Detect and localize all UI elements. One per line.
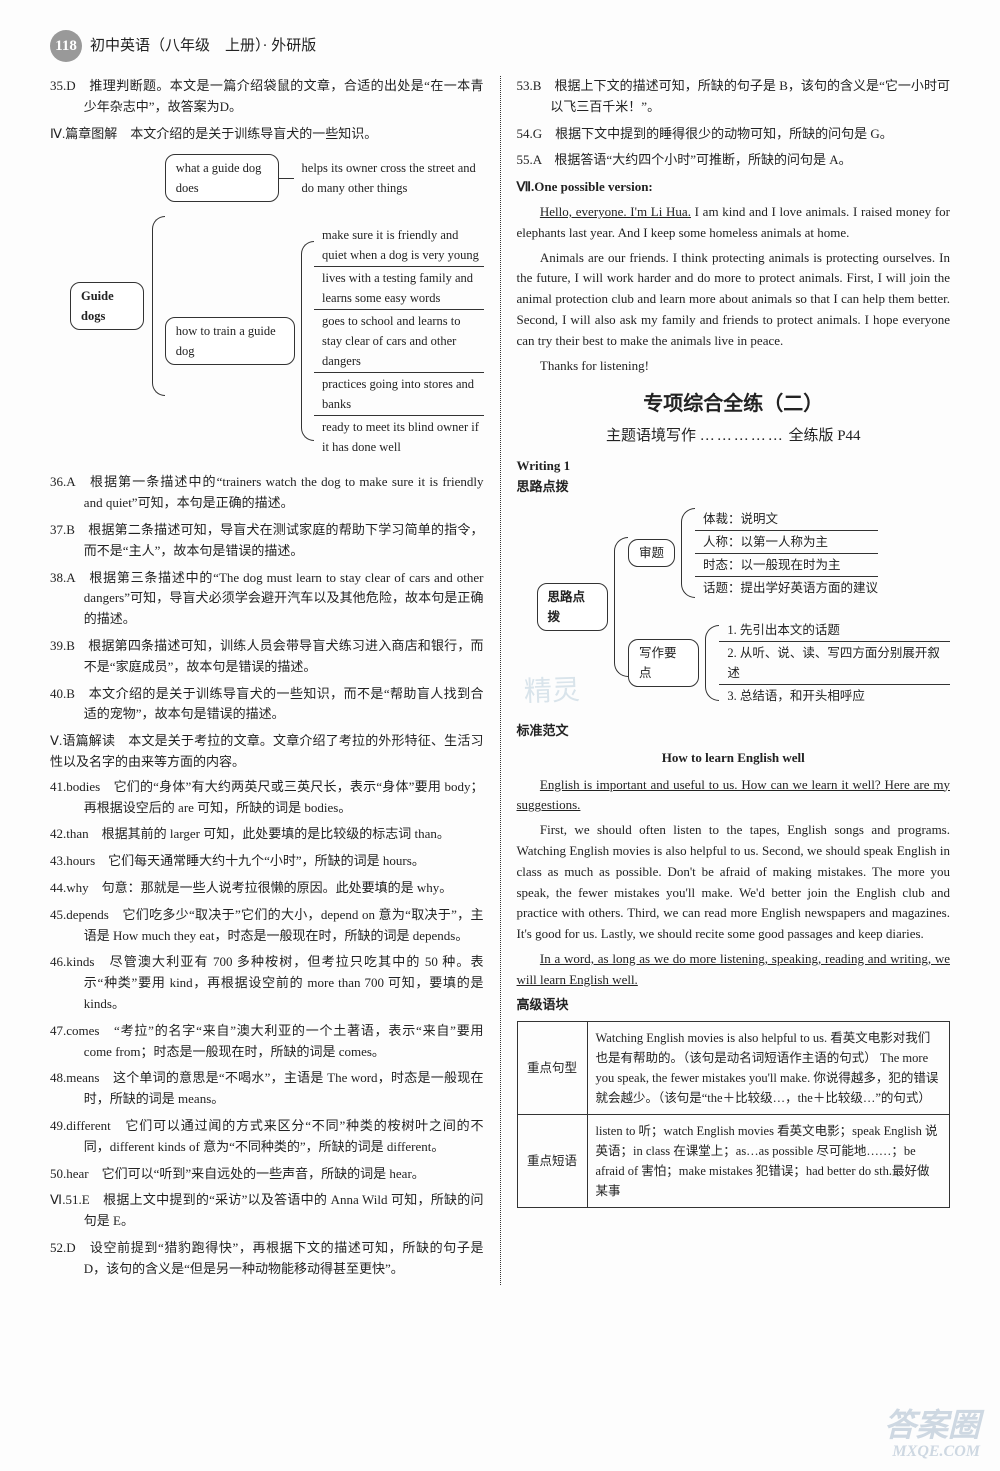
section-subtitle: 主题语境写作 …………… 全练版 P44 — [517, 424, 951, 448]
page-number: 118 — [50, 30, 82, 62]
dots-leader: …………… — [700, 424, 785, 448]
answer-40: 40.B 本文介绍的是关于训练导盲犬的一些知识，而不是“帮助盲人找到合适的宠物”… — [50, 684, 484, 726]
two-column-layout: 35.D 推理判断题。本文是一篇介绍袋鼠的文章，合适的出处是“在一本青少年杂志中… — [50, 76, 950, 1285]
answer-50: 50.hear 它们可以“听到”来自远处的一些声音，所缺的词是 hear。 — [50, 1164, 484, 1185]
page-header: 118 初中英语（八年级 上册）· 外研版 — [50, 30, 950, 62]
answer-36: 36.A 根据第一条描述中的“trainers watch the dog to… — [50, 472, 484, 514]
mindmap-b1l3: 时态：以一般现在时为主 — [695, 553, 878, 576]
mindmap-b1: 审题 — [628, 539, 675, 567]
answer-38: 38.A 根据第三条描述中的“The dog must learn to sta… — [50, 568, 484, 630]
watermark-brand: 答案圈 — [884, 1408, 980, 1443]
table-row: 重点短语 listen to 听；watch English movies 看英… — [517, 1115, 950, 1208]
answer-45: 45.depends 它们吃多少“取决于”它们的大小，depend on 意为“… — [50, 905, 484, 947]
leaf-ready: ready to meet its blind owner if it has … — [314, 415, 484, 458]
cell-r1-content: Watching English movies is also helpful … — [587, 1022, 950, 1115]
answer-52: 52.D 设空前提到“猎豹跑得快”，再根据下文的描述可知，所缺的句子是 D，该句… — [50, 1238, 484, 1280]
writing1-heading: Writing 1 — [517, 456, 951, 477]
diagram-root: Guide dogs — [70, 282, 144, 330]
essay2-title: How to learn English well — [517, 748, 951, 769]
mindmap-b2l1: 1. 先引出本文的话题 — [719, 619, 950, 641]
answer-48: 48.means 这个单词的意思是“不喝水”，主语是 The word，时态是一… — [50, 1068, 484, 1110]
branch-train: how to train a guide dog — [165, 317, 296, 365]
answer-44: 44.why 句意：那就是一些人说考拉很懒的原因。此处要填的是 why。 — [50, 878, 484, 899]
leaf-helps: helps its owner cross the street and do … — [294, 157, 484, 199]
writing-mindmap: 思路点拨 审题 体裁：说明文 人称：以第一人称为主 时态：以一般现在时为主 话题… — [537, 504, 951, 711]
table-row: 重点句型 Watching English movies is also hel… — [517, 1022, 950, 1115]
essay1-p2: Animals are our friends. I think protect… — [517, 248, 951, 352]
branch-what: what a guide dog does — [165, 154, 279, 202]
mindmap-b1l4: 话题：提出学好英语方面的建议 — [695, 576, 878, 599]
cell-r2-label: 重点短语 — [517, 1115, 587, 1208]
answer-41: 41.bodies 它们的“身体”有大约两英尺或三英尺长，表示“身体”要用 bo… — [50, 777, 484, 819]
answer-49: 49.different 它们可以通过闻的方式来区分“不同”种类的桉树叶之间的不… — [50, 1116, 484, 1158]
section-7-label: Ⅶ.One possible version: — [517, 177, 951, 198]
mindmap-b1l1: 体裁：说明文 — [695, 508, 878, 530]
mindmap-root: 思路点拨 — [537, 583, 609, 631]
answer-51: Ⅵ.51.E 根据上文中提到的“采访”以及答语中的 Anna Wild 可知，所… — [50, 1190, 484, 1232]
answer-53: 53.B 根据上下文的描述可知，所缺的句子是 B，该句的含义是“它一小时可以飞三… — [517, 76, 951, 118]
phrase-table: 重点句型 Watching English movies is also hel… — [517, 1021, 951, 1208]
cell-r2-content: listen to 听；watch English movies 看英文电影；s… — [587, 1115, 950, 1208]
answer-46: 46.kinds 尽管澳大利亚有 700 多种桉树，但考拉只吃其中的 50 种。… — [50, 952, 484, 1014]
leaf-school: goes to school and learns to stay clear … — [314, 309, 484, 372]
answer-43: 43.hours 它们每天通常睡大约十九个“小时”，所缺的词是 hours。 — [50, 851, 484, 872]
essay1-opening: Hello, everyone. I'm Li Hua. — [540, 204, 691, 219]
subtitle-text: 主题语境写作 — [606, 428, 696, 444]
answer-35: 35.D 推理判断题。本文是一篇介绍袋鼠的文章，合适的出处是“在一本青少年杂志中… — [50, 76, 484, 118]
essay2-p3: In a word, as long as we do more listeni… — [517, 949, 951, 991]
mindmap-b2l3: 3. 总结语，和开头相呼应 — [719, 684, 950, 707]
left-column: 35.D 推理判断题。本文是一篇介绍袋鼠的文章，合适的出处是“在一本青少年杂志中… — [50, 76, 484, 1285]
leaf-friendly: make sure it is friendly and quiet when … — [314, 224, 484, 266]
essay2-p1: English is important and useful to us. H… — [517, 777, 951, 813]
answer-54: 54.G 根据下文中提到的睡得很少的动物可知，所缺的问句是 G。 — [517, 124, 951, 145]
watermark-bottom: 答案圈 MXQE.COM — [884, 1408, 980, 1461]
page-title: 初中英语（八年级 上册）· 外研版 — [90, 34, 316, 58]
answer-55: 55.A 根据答语“大约四个小时”可推断，所缺的问句是 A。 — [517, 150, 951, 171]
gaoji-heading: 高级语块 — [517, 995, 951, 1016]
biaozhun-heading: 标准范文 — [517, 721, 951, 742]
answer-37: 37.B 根据第二条描述可知，导盲犬在测试家庭的帮助下学习简单的指令，而不是“主… — [50, 520, 484, 562]
cell-r1-label: 重点句型 — [517, 1022, 587, 1115]
answer-42: 42.than 根据其前的 larger 可知，此处要填的是比较级的标志词 th… — [50, 824, 484, 845]
essay2-p2: First, we should often listen to the tap… — [517, 820, 951, 945]
essay-1: Hello, everyone. I'm Li Hua. I am kind a… — [517, 202, 951, 376]
section-title-big: 专项综合全练（二） — [517, 388, 951, 420]
mindmap-b1l2: 人称：以第一人称为主 — [695, 530, 878, 553]
leaf-testing: lives with a testing family and learns s… — [314, 266, 484, 309]
watermark-url: MXQE.COM — [884, 1443, 980, 1461]
essay1-p3: Thanks for listening! — [517, 356, 951, 377]
essay-2: English is important and useful to us. H… — [517, 775, 951, 991]
subtitle-pageref: 全练版 P44 — [788, 428, 860, 444]
mindmap-b2l2: 2. 从听、说、读、写四方面分别展开叙述 — [719, 641, 950, 684]
guide-dogs-diagram: Guide dogs what a guide dog does helps i… — [70, 150, 484, 462]
section-5-intro: Ⅴ.语篇解读 本文是关于考拉的文章。文章介绍了考拉的外形特征、生活习性以及名字的… — [50, 731, 484, 773]
right-column: 53.B 根据上下文的描述可知，所缺的句子是 B，该句的含义是“它一小时可以飞三… — [500, 76, 951, 1285]
section-4-intro: Ⅳ.篇章图解 本文介绍的是关于训练导盲犬的一些知识。 — [50, 124, 484, 145]
answer-39: 39.B 根据第四条描述可知，训练人员会带导盲犬练习进入商店和银行，而不是“家庭… — [50, 636, 484, 678]
leaf-stores: practices going into stores and banks — [314, 372, 484, 415]
mindmap-b2: 写作要点 — [628, 639, 700, 687]
silu-heading: 思路点拨 — [517, 477, 951, 498]
answer-47: 47.comes “考拉”的名字“来自”澳大利亚的一个土著语，表示“来自”要用 … — [50, 1021, 484, 1063]
